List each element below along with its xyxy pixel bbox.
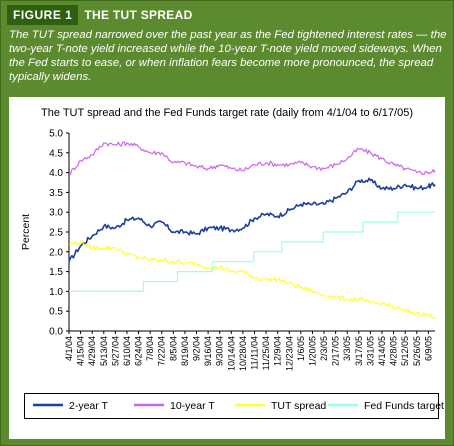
x-tick-label: 11/11/04 (249, 336, 259, 370)
x-tick-label: 6/24/04 (134, 336, 144, 366)
x-tick-label: 6/9/05 (423, 336, 433, 361)
series-2-year-t (68, 177, 436, 262)
y-tick-label: 3.0 (49, 208, 63, 219)
x-tick-label: 12/9/04 (273, 336, 283, 366)
y-tick-label: 2.0 (49, 247, 63, 258)
x-tick-label: 1/20/05 (307, 336, 317, 366)
series-line (69, 141, 436, 176)
x-tick-label: 6/10/04 (122, 336, 132, 366)
chart-title: The TUT spread and the Fed Funds target … (41, 107, 413, 119)
series-fed-funds-target (69, 211, 435, 292)
figure-label: FIGURE 1 (7, 5, 79, 25)
x-tick-label: 4/28/05 (389, 336, 399, 366)
chart-panel: The TUT spread and the Fed Funds target … (9, 97, 445, 439)
x-tick-label: 7/22/04 (157, 336, 167, 366)
x-tick-label: 7/8/04 (145, 336, 155, 361)
y-tick-label: 4.5 (49, 148, 63, 159)
x-tick-label: 4/1/04 (64, 336, 74, 361)
y-tick-label: 4.0 (49, 168, 63, 179)
x-tick-label: 4/29/04 (87, 336, 97, 366)
x-tick-label: 4/14/05 (377, 336, 387, 366)
x-tick-label: 12/23/04 (284, 336, 294, 371)
figure-header: FIGURE 1 THE TUT SPREAD (7, 5, 447, 25)
x-tick-label: 5/12/05 (400, 336, 410, 366)
x-tick-label: 4/15/04 (76, 336, 86, 366)
x-tick-label: 9/2/04 (192, 336, 202, 361)
x-tick-label: 11/25/04 (261, 336, 271, 370)
y-tick-label: 2.5 (49, 228, 63, 239)
figure-title: THE TUT SPREAD (84, 8, 193, 22)
x-tick-label: 1/6/05 (296, 336, 306, 361)
series-line (69, 211, 435, 292)
x-tick-label: 8/5/04 (168, 336, 178, 361)
x-tick-label: 2/3/05 (319, 336, 329, 361)
x-tick-label: 10/28/04 (238, 336, 248, 371)
y-tick-label: 1.5 (49, 267, 63, 278)
x-tick-label: 2/17/05 (331, 336, 341, 366)
y-tick-label: 0.5 (49, 307, 63, 318)
x-tick-label: 3/31/05 (365, 336, 375, 366)
x-tick-label: 8/19/04 (180, 336, 190, 366)
x-tick-label: 5/26/05 (412, 336, 422, 366)
y-tick-label: 0.0 (49, 327, 63, 338)
x-tick-label: 10/14/04 (226, 336, 236, 371)
series-10-year-t (69, 141, 436, 176)
x-tick-label: 3/3/05 (342, 336, 352, 361)
x-tick-label: 5/27/04 (110, 336, 120, 366)
y-tick-label: 5.0 (49, 129, 63, 140)
x-tick-label: 3/17/05 (354, 336, 364, 366)
x-tick-label: 9/16/04 (203, 336, 213, 366)
series-tut-spread (68, 239, 436, 319)
chart-svg: 0.0 0.5 1.0 1.5 2.0 2.5 3.0 3.5 4.0 4.5 5.0 Percent… (20, 129, 436, 371)
figure-caption: The TUT spread narrowed over the past ye… (9, 29, 447, 83)
series-line (68, 177, 436, 262)
x-tick-label: 9/30/04 (215, 336, 225, 366)
x-tick-label: 5/13/04 (99, 336, 109, 366)
y-tick-label: 3.5 (49, 188, 63, 199)
y-axis-label: Percent (20, 214, 32, 250)
y-tick-label: 1.0 (49, 287, 63, 298)
legend (24, 393, 439, 419)
series-line (68, 239, 436, 319)
